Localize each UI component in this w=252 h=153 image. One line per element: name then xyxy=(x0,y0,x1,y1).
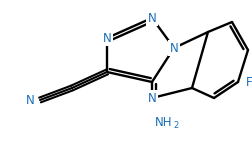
Text: N: N xyxy=(148,11,156,24)
Text: N: N xyxy=(170,41,178,54)
Text: F: F xyxy=(246,76,252,90)
Text: N: N xyxy=(148,91,156,104)
Text: NH: NH xyxy=(155,116,173,129)
Text: N: N xyxy=(103,32,111,45)
Text: 2: 2 xyxy=(173,121,179,129)
Text: N: N xyxy=(26,93,35,106)
